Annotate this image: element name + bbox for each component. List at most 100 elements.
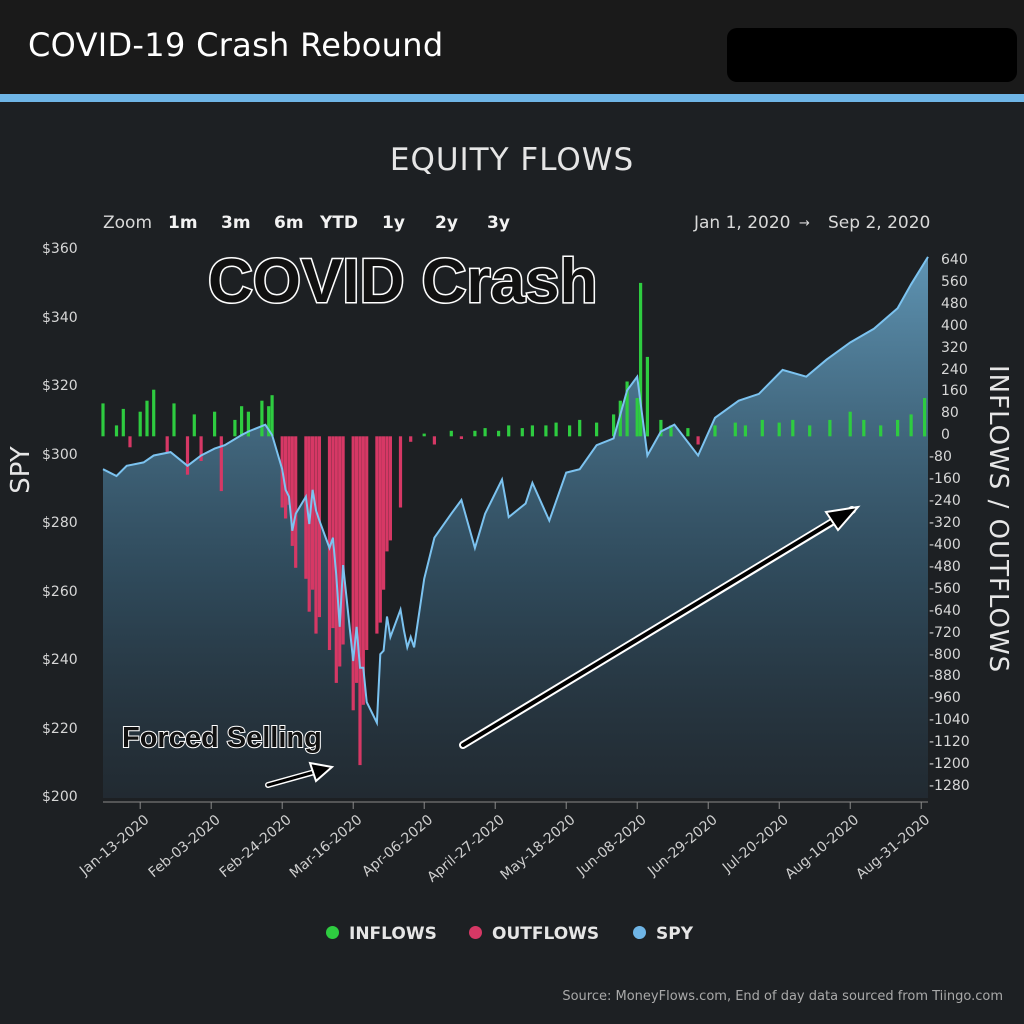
y-right-tick-label: 160	[941, 383, 968, 400]
outflow-bar	[311, 436, 315, 590]
inflow-bar	[896, 419, 900, 437]
inflow-bar	[909, 414, 913, 437]
y-axis-right-title: INFLOWS / OUTFLOWS	[983, 365, 1013, 674]
redacted-logo-block	[727, 28, 1017, 82]
legend-inflows[interactable]: INFLOWS	[326, 924, 437, 944]
y-right-tick-label: -1120	[929, 734, 970, 751]
inflow-bar	[639, 282, 643, 437]
y-left-tick-label: $360	[42, 241, 78, 257]
inflow-bar	[645, 356, 649, 437]
y-right-tick-label: -720	[929, 624, 961, 641]
legend-outflows[interactable]: OUTFLOWS	[469, 924, 599, 944]
inflow-bar	[848, 411, 852, 437]
inflow-bar	[101, 403, 105, 437]
y-left-tick-label: $340	[42, 309, 78, 326]
legend-spy[interactable]: SPY	[633, 924, 693, 944]
inflow-bar	[507, 425, 511, 437]
inflow-bar	[422, 433, 426, 437]
y-right-tick-label: 480	[941, 295, 968, 312]
inflow-bar	[635, 398, 639, 437]
inflow-bar	[733, 422, 737, 437]
zoom-3y-button[interactable]: 3y	[487, 213, 510, 233]
y-right-tick-label: -480	[929, 558, 961, 575]
y-right-tick-label: -1280	[929, 778, 970, 795]
outflow-bar	[165, 436, 169, 453]
inflow-bar	[260, 400, 264, 437]
covid-crash-annotation: COVID Crash	[206, 246, 598, 318]
inflow-bar	[270, 395, 274, 437]
zoom-ytd-button[interactable]: YTD	[320, 213, 359, 233]
inflow-bar	[246, 411, 250, 437]
outflow-bar	[341, 436, 345, 645]
y-left-tick-label: $200	[42, 789, 78, 805]
inflow-bar	[828, 419, 832, 437]
range-end-input[interactable]: Sep 2, 2020	[828, 213, 931, 233]
inflow-bar	[862, 419, 866, 437]
outflow-bar	[398, 436, 403, 508]
inflow-bar	[777, 422, 781, 437]
zoom-3m-button[interactable]: 3m	[221, 213, 251, 233]
inflow-bar	[618, 400, 622, 437]
outflow-bar	[327, 436, 332, 650]
y-left-tick-label: $300	[42, 446, 78, 463]
forced-arrowhead	[308, 761, 335, 783]
y-right-tick-label: -800	[929, 646, 961, 663]
inflow-bar	[449, 430, 453, 437]
zoom-1y-button[interactable]: 1y	[382, 213, 405, 233]
outflow-bar	[358, 436, 362, 766]
outflow-bar	[304, 436, 308, 579]
zoom-6m-button[interactable]: 6m	[274, 213, 304, 233]
y-left-tick-label: $220	[42, 720, 78, 737]
inflow-bar	[114, 425, 119, 437]
inflow-bar	[923, 398, 927, 437]
page-title: COVID-19 Crash Rebound	[28, 26, 444, 64]
inflow-bar	[879, 425, 883, 437]
legend-outflows-label: OUTFLOWS	[492, 924, 600, 944]
outflow-bar	[331, 436, 335, 629]
range-start-input[interactable]: Jan 1, 2020	[694, 213, 791, 233]
inflow-bar	[713, 425, 717, 437]
y-right-tick-label: 80	[941, 405, 959, 422]
inflow-bar	[659, 419, 663, 437]
outflow-bar	[382, 436, 386, 590]
spy-line	[102, 256, 929, 727]
inflow-bar	[612, 414, 616, 437]
inflow-bar	[544, 425, 548, 437]
y-right-tick-label: -640	[929, 602, 961, 619]
outflow-bar	[287, 436, 291, 505]
inflow-bar	[152, 389, 156, 437]
outflow-bar	[284, 436, 288, 519]
zoom-1m-button[interactable]: 1m	[168, 213, 198, 233]
outflow-bar	[290, 436, 294, 546]
outflow-bar	[338, 436, 342, 667]
inflow-bar	[121, 408, 125, 437]
inflow-bar	[520, 428, 524, 437]
outflow-bar	[334, 436, 338, 683]
inflow-bar	[578, 419, 582, 437]
y-right-tick-label: -880	[929, 668, 961, 685]
inflow-bar	[669, 425, 673, 437]
forced-arrow-line	[266, 769, 320, 787]
inflow-bar	[497, 430, 501, 437]
outflow-bar	[185, 436, 190, 475]
range-arrow-icon: →	[799, 216, 810, 231]
inflow-bar	[760, 419, 764, 437]
y-right-tick-label: -560	[929, 580, 961, 597]
inflow-bar	[145, 400, 149, 437]
y-left-tick-label: $260	[42, 583, 78, 600]
y-right-tick-label: -240	[929, 493, 961, 510]
y-left-tick-label: $240	[42, 652, 78, 668]
legend-inflows-label: INFLOWS	[349, 924, 437, 944]
zoom-2y-button[interactable]: 2y	[435, 213, 458, 233]
header-bar: COVID-19 Crash Rebound	[0, 0, 1024, 94]
outflow-bar	[365, 436, 369, 650]
inflows-swatch	[326, 925, 339, 939]
outflow-bar	[219, 436, 223, 492]
inflow-bar	[172, 403, 176, 437]
outflow-bar	[432, 436, 436, 445]
outflow-bar	[375, 436, 379, 634]
trend-arrowhead	[824, 505, 861, 532]
zoom-label: Zoom	[103, 213, 153, 233]
trend-arrow-line	[461, 515, 842, 747]
